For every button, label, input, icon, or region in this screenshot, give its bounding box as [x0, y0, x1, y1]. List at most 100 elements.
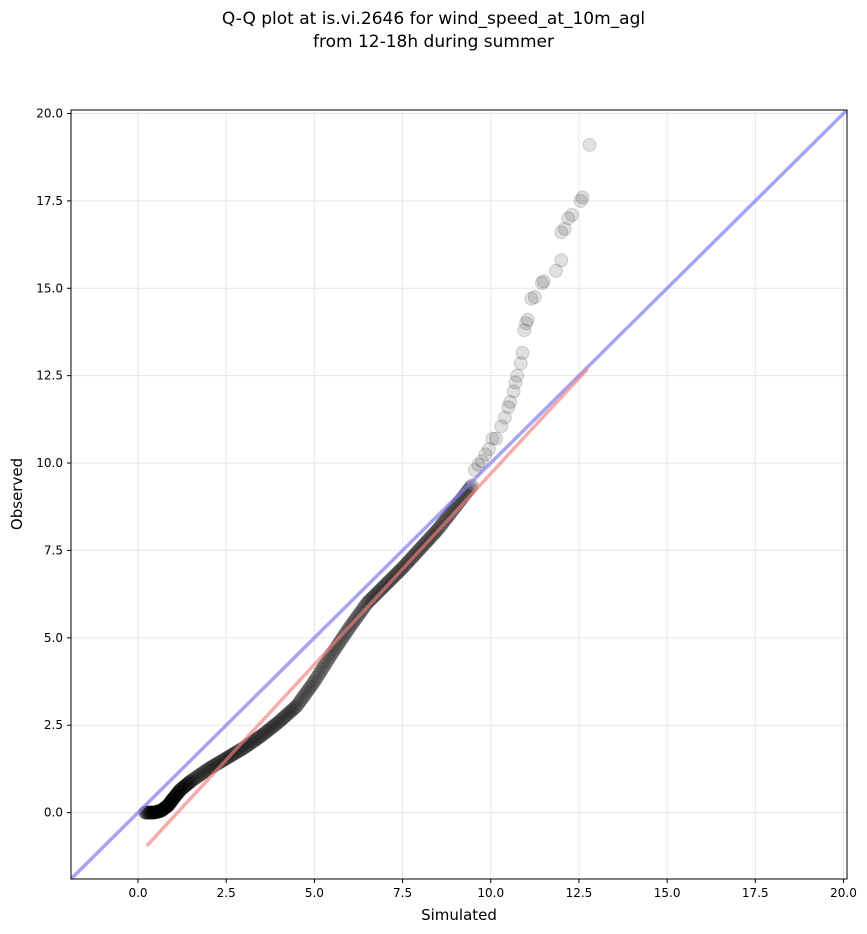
quantile-point: [289, 698, 304, 713]
quantile-point: [293, 693, 308, 708]
quantile-point: [192, 768, 207, 783]
quantile-point: [439, 511, 454, 526]
grid-lines: [71, 110, 847, 879]
axis-ticks: 0.0 2.5 5.0 7.5 10.0 12.5 15.0 17.5 20.0 0.0 2.5 5.…: [36, 106, 857, 900]
y-tick-label: 7.5: [44, 543, 63, 557]
quantile-point: [312, 666, 327, 681]
quantile-point: [287, 701, 302, 716]
quantile-point: [164, 794, 179, 809]
tail-point: [510, 368, 525, 383]
quantile-point: [171, 784, 186, 799]
quantile-point: [304, 678, 319, 693]
quantile-point: [371, 584, 386, 599]
tail-point: [501, 400, 516, 415]
quantile-point: [316, 660, 331, 675]
tail-point: [485, 431, 500, 446]
y-tick-label: 2.5: [44, 718, 63, 732]
quantile-point: [285, 702, 300, 717]
x-tick-label: 2.5: [217, 886, 236, 900]
quantile-point: [200, 762, 215, 777]
quantile-point: [162, 796, 177, 811]
quantile-point: [291, 697, 306, 712]
y-tick-label: 20.0: [36, 106, 63, 120]
tail-point: [520, 312, 535, 327]
quantile-point: [251, 730, 266, 745]
plot-frame: [70, 109, 848, 880]
quantile-point: [180, 776, 195, 791]
quantile-point: [258, 725, 273, 740]
quantile-point: [321, 652, 336, 667]
quantile-point: [366, 589, 381, 604]
quantile-point: [183, 774, 198, 789]
quantile-point: [294, 691, 309, 706]
quantile-point: [197, 764, 212, 779]
quantile-point: [182, 775, 197, 790]
quantile-point: [194, 767, 209, 782]
quantile-point: [319, 654, 334, 669]
y-tick-label: 17.5: [36, 194, 63, 208]
quantile-point: [365, 590, 380, 605]
quantile-point: [280, 706, 295, 721]
quantile-point: [297, 688, 312, 703]
chart-title-line-1: Q-Q plot at is.vi.2646 for wind_speed_at…: [221, 9, 646, 29]
tail-point: [536, 274, 551, 289]
quantile-point: [148, 805, 163, 820]
quantile-point: [246, 733, 261, 748]
quantile-point: [151, 804, 166, 819]
quantile-point: [180, 777, 195, 792]
quantile-point: [146, 805, 161, 820]
tail-point: [481, 442, 496, 457]
quantile-point: [157, 801, 172, 816]
quantile-point: [262, 722, 277, 737]
quantile-point: [177, 779, 192, 794]
tail-point: [561, 211, 576, 226]
tail-point: [519, 316, 534, 331]
quantile-point: [162, 796, 177, 811]
quantile-point: [155, 802, 170, 817]
quantile-point: [279, 707, 294, 722]
quantile-point: [146, 805, 161, 820]
quantile-point: [154, 803, 169, 818]
quantile-point: [199, 763, 214, 778]
quantile-point: [144, 805, 159, 820]
quantile-point: [149, 804, 164, 819]
quantile-point: [162, 797, 177, 812]
quantile-point: [159, 799, 174, 814]
quantile-point: [259, 724, 274, 739]
quantile-point: [161, 798, 176, 813]
quantile-point: [155, 802, 170, 817]
quantile-point: [255, 727, 270, 742]
tail-point: [582, 137, 597, 152]
x-tick-label: 7.5: [393, 886, 412, 900]
quantile-point: [147, 805, 162, 820]
quantile-point: [190, 769, 205, 784]
tail-point: [506, 384, 521, 399]
quantile-point: [154, 803, 169, 818]
quantile-point: [273, 713, 288, 728]
y-tick-label: 12.5: [36, 369, 63, 383]
quantile-point: [336, 629, 351, 644]
quantile-point: [283, 704, 298, 719]
quantile-point: [191, 768, 206, 783]
quantile-point: [375, 580, 390, 595]
quantile-point: [356, 601, 371, 616]
quantile-point: [307, 674, 322, 689]
tail-point: [557, 221, 572, 236]
quantile-point: [164, 794, 179, 809]
quantile-point: [201, 761, 216, 776]
quantile-point: [172, 784, 187, 799]
quantile-point: [306, 676, 321, 691]
quantile-point: [288, 700, 303, 715]
y-tick-label: 15.0: [36, 281, 63, 295]
quantile-point: [278, 709, 293, 724]
quantile-point: [303, 679, 318, 694]
quantile-point: [165, 793, 180, 808]
quantile-point: [165, 792, 180, 807]
quantile-point: [177, 779, 192, 794]
tail-point: [494, 419, 509, 434]
quantile-point: [156, 801, 171, 816]
tail-point: [471, 457, 486, 472]
tail-point: [474, 454, 489, 469]
quantile-point: [147, 805, 162, 820]
